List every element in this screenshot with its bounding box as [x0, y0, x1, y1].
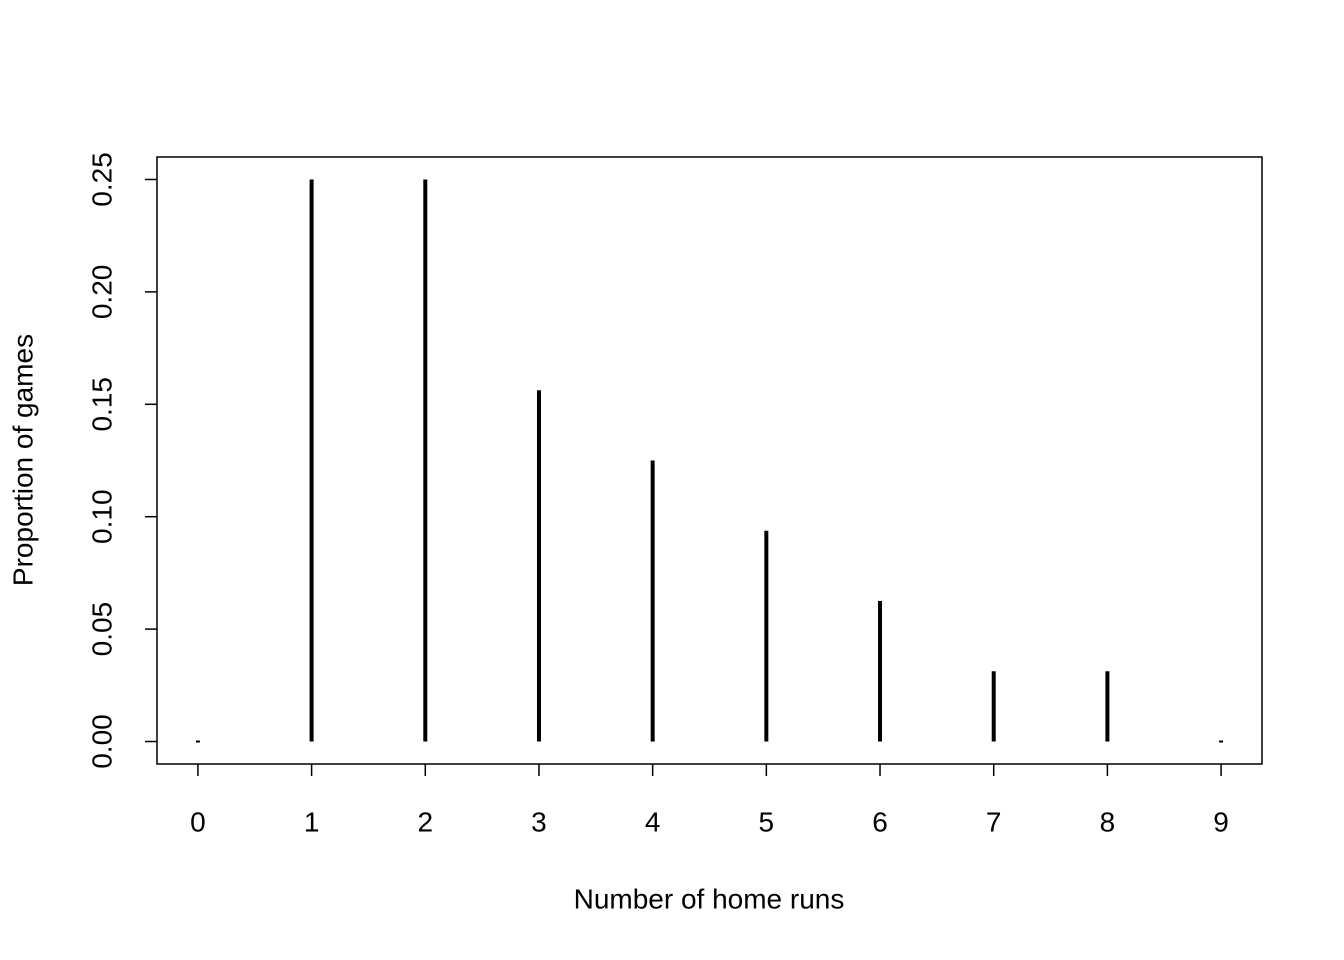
y-tick-label: 0.10 [86, 489, 117, 544]
spike [991, 671, 996, 742]
spike [309, 179, 314, 742]
spike [423, 179, 428, 742]
spike [536, 390, 541, 742]
x-tick-label: 7 [986, 806, 1002, 837]
spike [650, 460, 655, 742]
x-tick-label: 8 [1100, 806, 1116, 837]
x-axis-label: Number of home runs [574, 883, 845, 914]
x-tick-label: 4 [645, 806, 661, 837]
x-tick-label: 3 [531, 806, 547, 837]
x-tick-label: 6 [872, 806, 888, 837]
y-axis-label: Proportion of games [7, 334, 38, 586]
x-tick-label: 5 [759, 806, 775, 837]
y-tick-label: 0.15 [86, 377, 117, 432]
x-tick-label: 0 [190, 806, 206, 837]
spike [878, 601, 883, 742]
x-tick-label: 9 [1213, 806, 1229, 837]
spike [1219, 740, 1224, 743]
x-tick-label: 1 [304, 806, 320, 837]
y-tick-label: 0.25 [86, 152, 117, 207]
x-tick-label: 2 [418, 806, 434, 837]
plot-box [156, 156, 1263, 765]
y-tick-label: 0.00 [86, 714, 117, 769]
spike [764, 530, 769, 742]
spike [1105, 671, 1110, 742]
spike [195, 740, 200, 743]
y-tick-label: 0.05 [86, 602, 117, 657]
y-tick-label: 0.20 [86, 265, 117, 320]
